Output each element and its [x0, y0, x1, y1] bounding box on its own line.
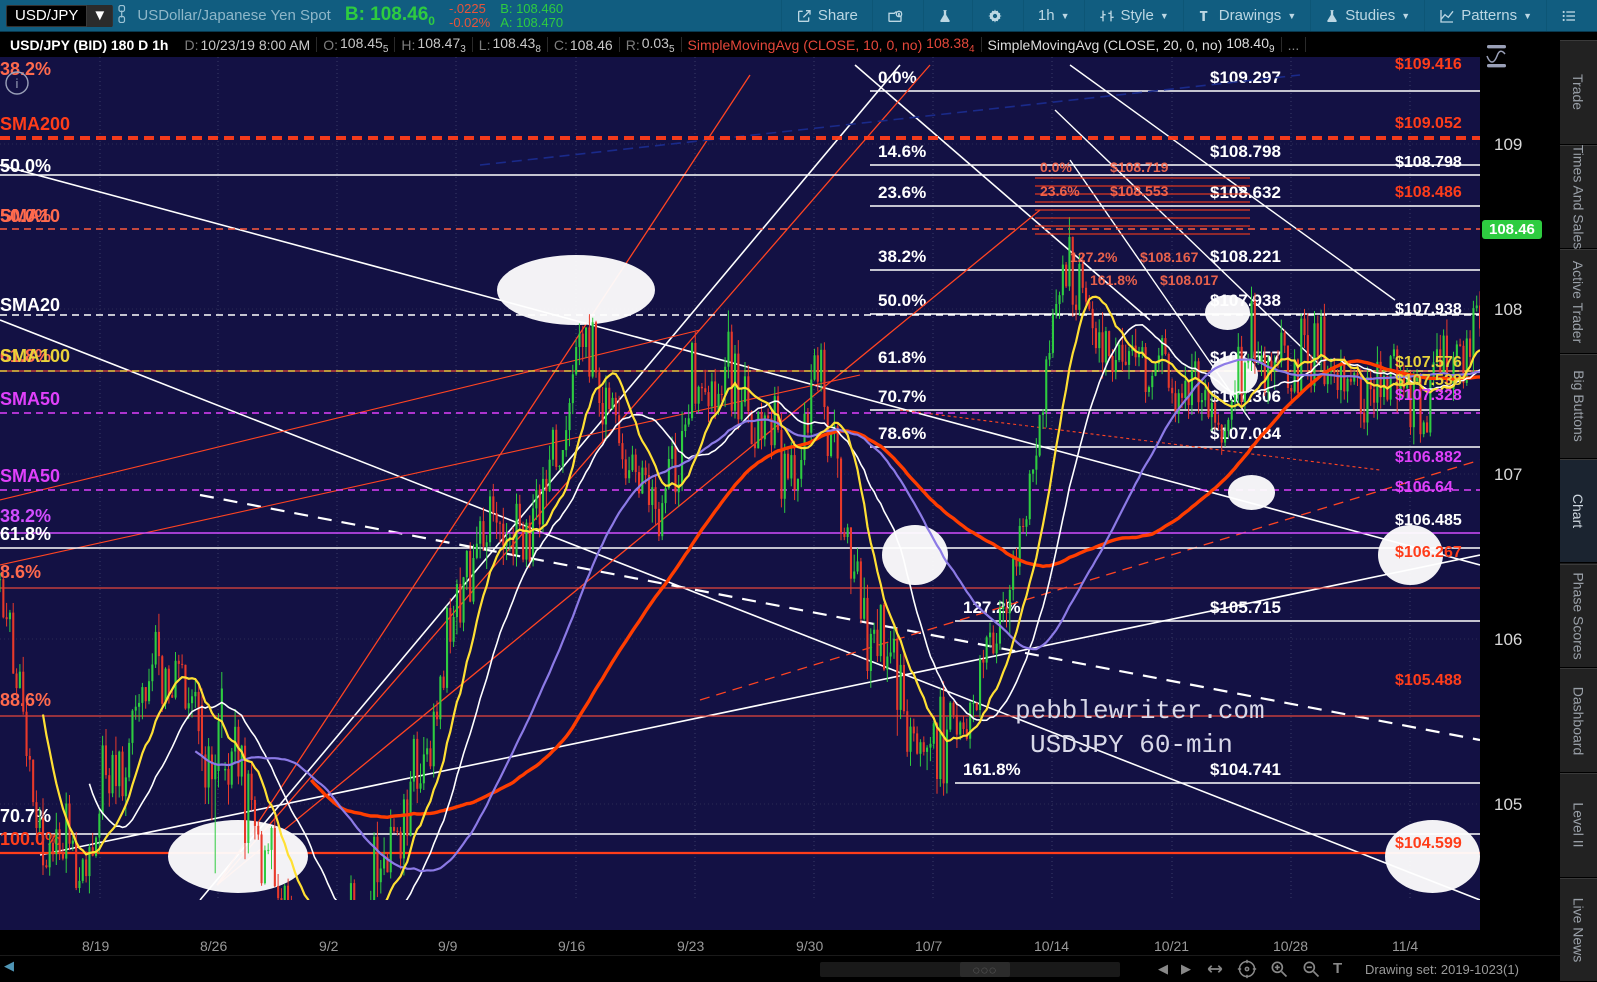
svg-text:i: i — [16, 76, 19, 91]
svg-text:SMA200: SMA200 — [0, 114, 70, 134]
svg-text:pebblewriter.com: pebblewriter.com — [1015, 696, 1265, 726]
svg-text:23.6%: 23.6% — [1040, 183, 1080, 199]
svg-text:78.6%: 78.6% — [878, 424, 926, 443]
svg-text:$104.599: $104.599 — [1395, 835, 1462, 852]
svg-text:$106.64: $106.64 — [1395, 479, 1453, 496]
svg-text:161.8%: 161.8% — [1090, 272, 1138, 288]
svg-text:61.8%: 61.8% — [0, 524, 51, 544]
svg-text:$105.488: $105.488 — [1395, 672, 1462, 689]
svg-text:SMA50: SMA50 — [0, 389, 60, 409]
svg-text:i: i — [898, 12, 899, 17]
svg-text:SMA20: SMA20 — [0, 295, 60, 315]
svg-text:38.2%: 38.2% — [878, 247, 926, 266]
svg-text:$108.167: $108.167 — [1140, 249, 1199, 265]
svg-text:70.7%: 70.7% — [878, 387, 926, 406]
svg-text:14.6%: 14.6% — [878, 142, 926, 161]
svg-text:$108.486: $108.486 — [1395, 184, 1462, 201]
svg-text:$108.221: $108.221 — [1210, 247, 1281, 266]
svg-text:50.0%: 50.0% — [0, 156, 51, 176]
svg-text:$108.553: $108.553 — [1110, 183, 1169, 199]
svg-text:161.8%: 161.8% — [963, 760, 1021, 779]
svg-text:$107.576: $107.576 — [1395, 354, 1462, 371]
svg-text:23.6%: 23.6% — [878, 183, 926, 202]
svg-text:$109.416: $109.416 — [1395, 57, 1462, 73]
svg-text:127.2%: 127.2% — [963, 598, 1021, 617]
svg-text:0.0%: 0.0% — [1040, 159, 1072, 175]
svg-text:127.2%: 127.2% — [1070, 249, 1118, 265]
svg-text:8.6%: 8.6% — [0, 562, 41, 582]
svg-text:$105.715: $105.715 — [1210, 598, 1281, 617]
svg-text:$108.017: $108.017 — [1160, 272, 1219, 288]
svg-text:$107.328: $107.328 — [1395, 387, 1462, 404]
svg-text:88.6%: 88.6% — [0, 690, 51, 710]
svg-text:$106.882: $106.882 — [1395, 449, 1462, 466]
svg-text:USDJPY 60-min: USDJPY 60-min — [1030, 730, 1233, 760]
svg-text:SMA10: SMA10 — [0, 206, 60, 226]
svg-text:38.2%: 38.2% — [0, 506, 51, 526]
svg-text:$108.719: $108.719 — [1110, 159, 1169, 175]
svg-text:$109.052: $109.052 — [1395, 115, 1462, 132]
svg-text:SMA50: SMA50 — [0, 466, 60, 486]
svg-text:$108.798: $108.798 — [1395, 154, 1462, 171]
svg-text:$104.741: $104.741 — [1210, 760, 1281, 779]
svg-text:$108.798: $108.798 — [1210, 142, 1281, 161]
svg-text:SMA100: SMA100 — [0, 346, 70, 366]
svg-text:61.8%: 61.8% — [878, 348, 926, 367]
svg-text:$106.485: $106.485 — [1395, 512, 1462, 529]
svg-text:$106.267: $106.267 — [1395, 544, 1462, 561]
svg-text:50.0%: 50.0% — [878, 291, 926, 310]
svg-text:$107.938: $107.938 — [1395, 301, 1462, 318]
